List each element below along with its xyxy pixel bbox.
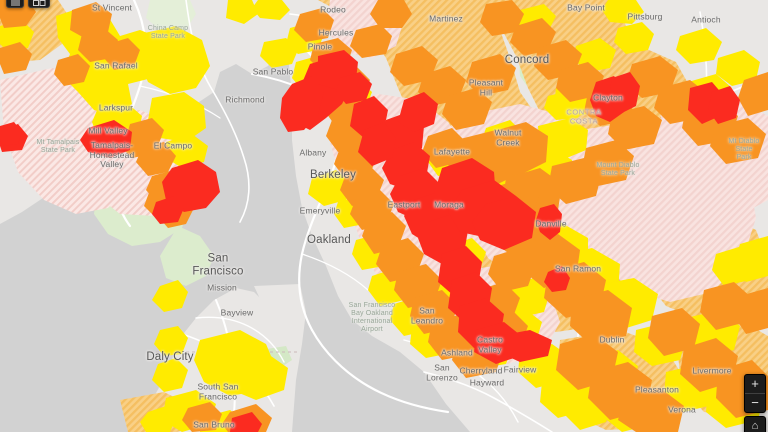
home-extent-button[interactable]: ⌂ [744,416,766,432]
layers-icon [29,0,49,7]
zoom-control-divider [745,393,765,394]
top-toolbar-button-2[interactable] [28,0,50,8]
top-toolbar-button-1[interactable] [6,0,24,8]
zoom-out-button[interactable]: − [751,395,759,410]
zoom-control[interactable]: + − [744,374,766,413]
zoom-in-button[interactable]: + [751,376,759,391]
menu-icon [7,0,23,7]
